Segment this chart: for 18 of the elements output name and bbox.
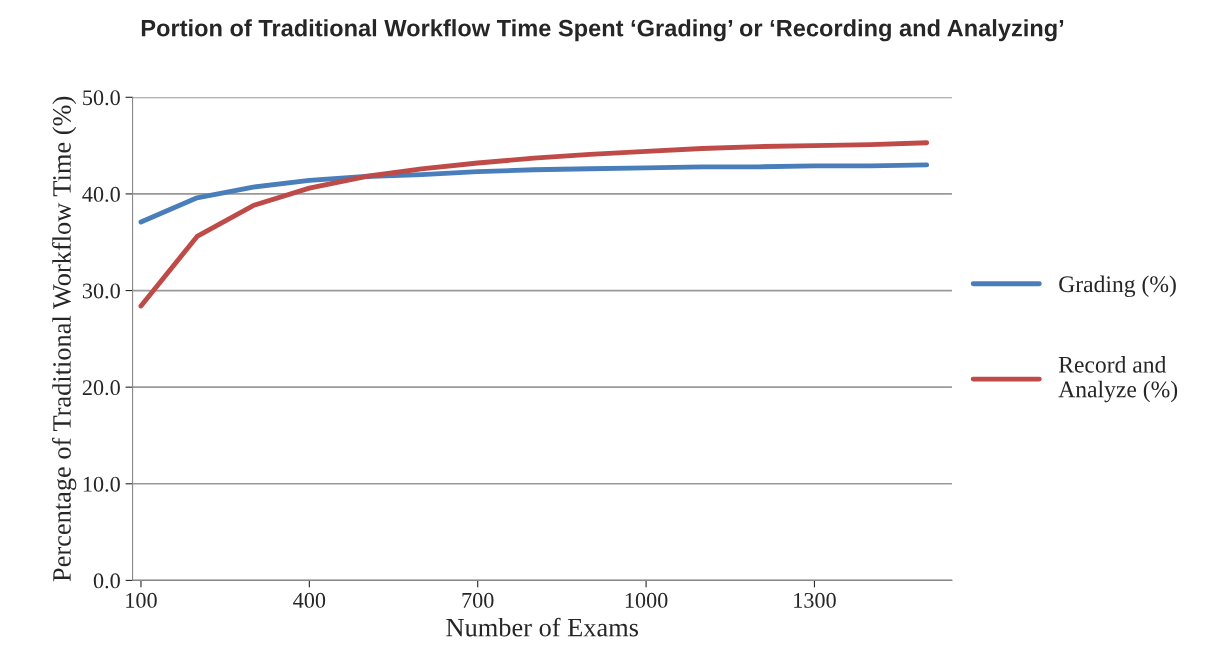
- y-tick-label: 20.0: [82, 380, 120, 396]
- y-tick-label: 30.0: [82, 283, 120, 299]
- x-axis-title: Number of Exams: [446, 617, 639, 637]
- y-tick-label: 40.0: [82, 186, 120, 202]
- line-series: [138, 162, 930, 225]
- y-tick-label: 10.0: [83, 476, 120, 492]
- x-tick-label: 100: [126, 592, 157, 608]
- y-tick-label: 50.0: [83, 90, 120, 106]
- x-tick-label: 1000: [625, 592, 668, 608]
- line-series: [138, 140, 930, 309]
- x-tick-label: 400: [293, 592, 326, 608]
- x-tick-label: 1300: [794, 592, 836, 608]
- y-axis-title: Percentage of Traditional Workflow Time (%): [52, 96, 77, 582]
- y-tick-label: 0.0: [93, 573, 120, 589]
- x-tick-label: 700: [462, 592, 494, 608]
- legend-label: Record and Analyze (%): [1058, 356, 1178, 403]
- legend-label: Grading (%): [1059, 275, 1176, 298]
- chart-title: Portion of Traditional Workflow Time Spent ‘Grading’ or ‘Recording and Analyzing’: [141, 19, 1064, 42]
